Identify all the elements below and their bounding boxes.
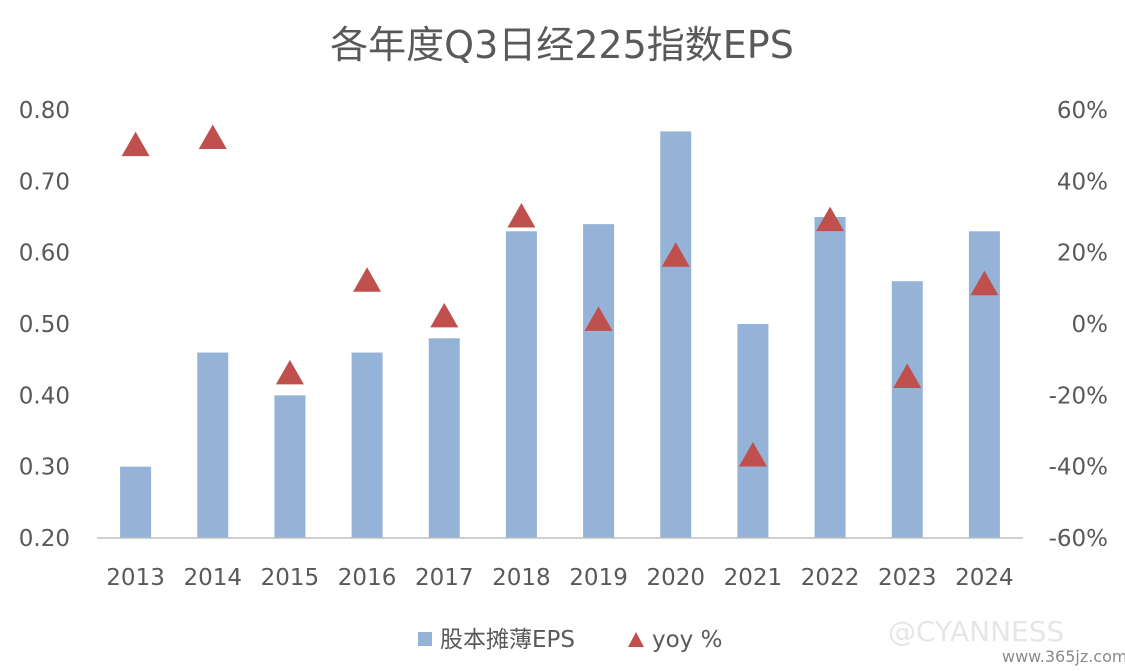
yoy-marker-2024 [970,270,999,296]
right-tick-label: 60% [1057,98,1108,124]
watermark-handle: @CYANNESS [888,615,1064,648]
bar-2018 [505,231,537,538]
bar-2021 [737,324,769,538]
x-tick-label: 2013 [106,565,165,591]
right-tick-label: -60% [1049,526,1108,552]
legend-label-eps: 股本摊薄EPS [440,627,575,653]
x-tick-label: 2021 [724,565,783,591]
left-tick-label: 0.20 [19,526,70,552]
x-tick-label: 2022 [801,565,860,591]
x-tick-label: 2019 [569,565,628,591]
bar-2016 [351,352,383,538]
yoy-marker-2013 [121,131,150,157]
left-tick-label: 0.50 [19,312,70,338]
yoy-marker-2018 [507,203,536,228]
left-tick-label: 0.40 [19,383,70,409]
right-tick-label: 40% [1057,169,1108,195]
x-tick-label: 2016 [338,565,397,591]
yoy-marker-2017 [430,302,459,328]
x-tick-label: 2023 [878,565,937,591]
bar-2019 [583,224,615,538]
right-tick-label: -40% [1049,455,1108,481]
bars [120,131,1000,538]
legend: 股本摊薄EPS yoy % [418,627,722,653]
x-axis-tick-labels: 2013 2014 2015 2016 2017 2018 2019 2020 2021 2022… [106,565,1013,591]
x-tick-label: 2017 [415,565,474,591]
left-tick-label: 0.60 [19,241,70,267]
x-tick-label: 2018 [492,565,551,591]
chart-title: 各年度Q3日经225指数EPS [330,23,794,67]
x-tick-label: 2014 [183,565,242,591]
bar-2023 [891,281,923,538]
right-axis-tick-labels: -60% -40% -20% 0% 20% 40% 60% [1049,98,1108,552]
x-tick-label: 2024 [955,565,1014,591]
yoy-marker-2014 [198,124,227,150]
yoy-marker-2022 [816,206,845,232]
yoy-marker-2015 [275,359,304,385]
right-tick-label: 20% [1057,241,1108,267]
left-tick-label: 0.30 [19,455,70,481]
bar-2022 [814,217,846,538]
bar-2020 [660,131,692,538]
bar-2014 [197,352,229,538]
right-tick-label: 0% [1072,312,1109,338]
left-tick-label: 0.70 [19,169,70,195]
left-tick-label: 0.80 [19,98,70,124]
yoy-marker-2020 [661,242,690,267]
legend-swatch-eps [418,632,432,646]
yoy-marker-2016 [353,267,382,292]
watermark-site: www.365jz.com [1002,647,1125,666]
bar-2015 [274,395,306,538]
yoy-marker-2023 [893,363,922,388]
yoy-marker-2021 [738,441,767,467]
legend-label-yoy: yoy % [652,627,722,653]
left-axis-tick-labels: 0.20 0.30 0.40 0.50 0.60 0.70 0.80 [19,98,70,552]
right-tick-label: -20% [1049,383,1108,409]
bar-2017 [428,338,460,538]
yoy-markers [121,124,999,467]
x-tick-label: 2020 [646,565,705,591]
yoy-marker-2019 [584,306,613,331]
x-tick-label: 2015 [261,565,320,591]
bar-2013 [120,466,152,538]
legend-swatch-yoy [628,632,644,647]
